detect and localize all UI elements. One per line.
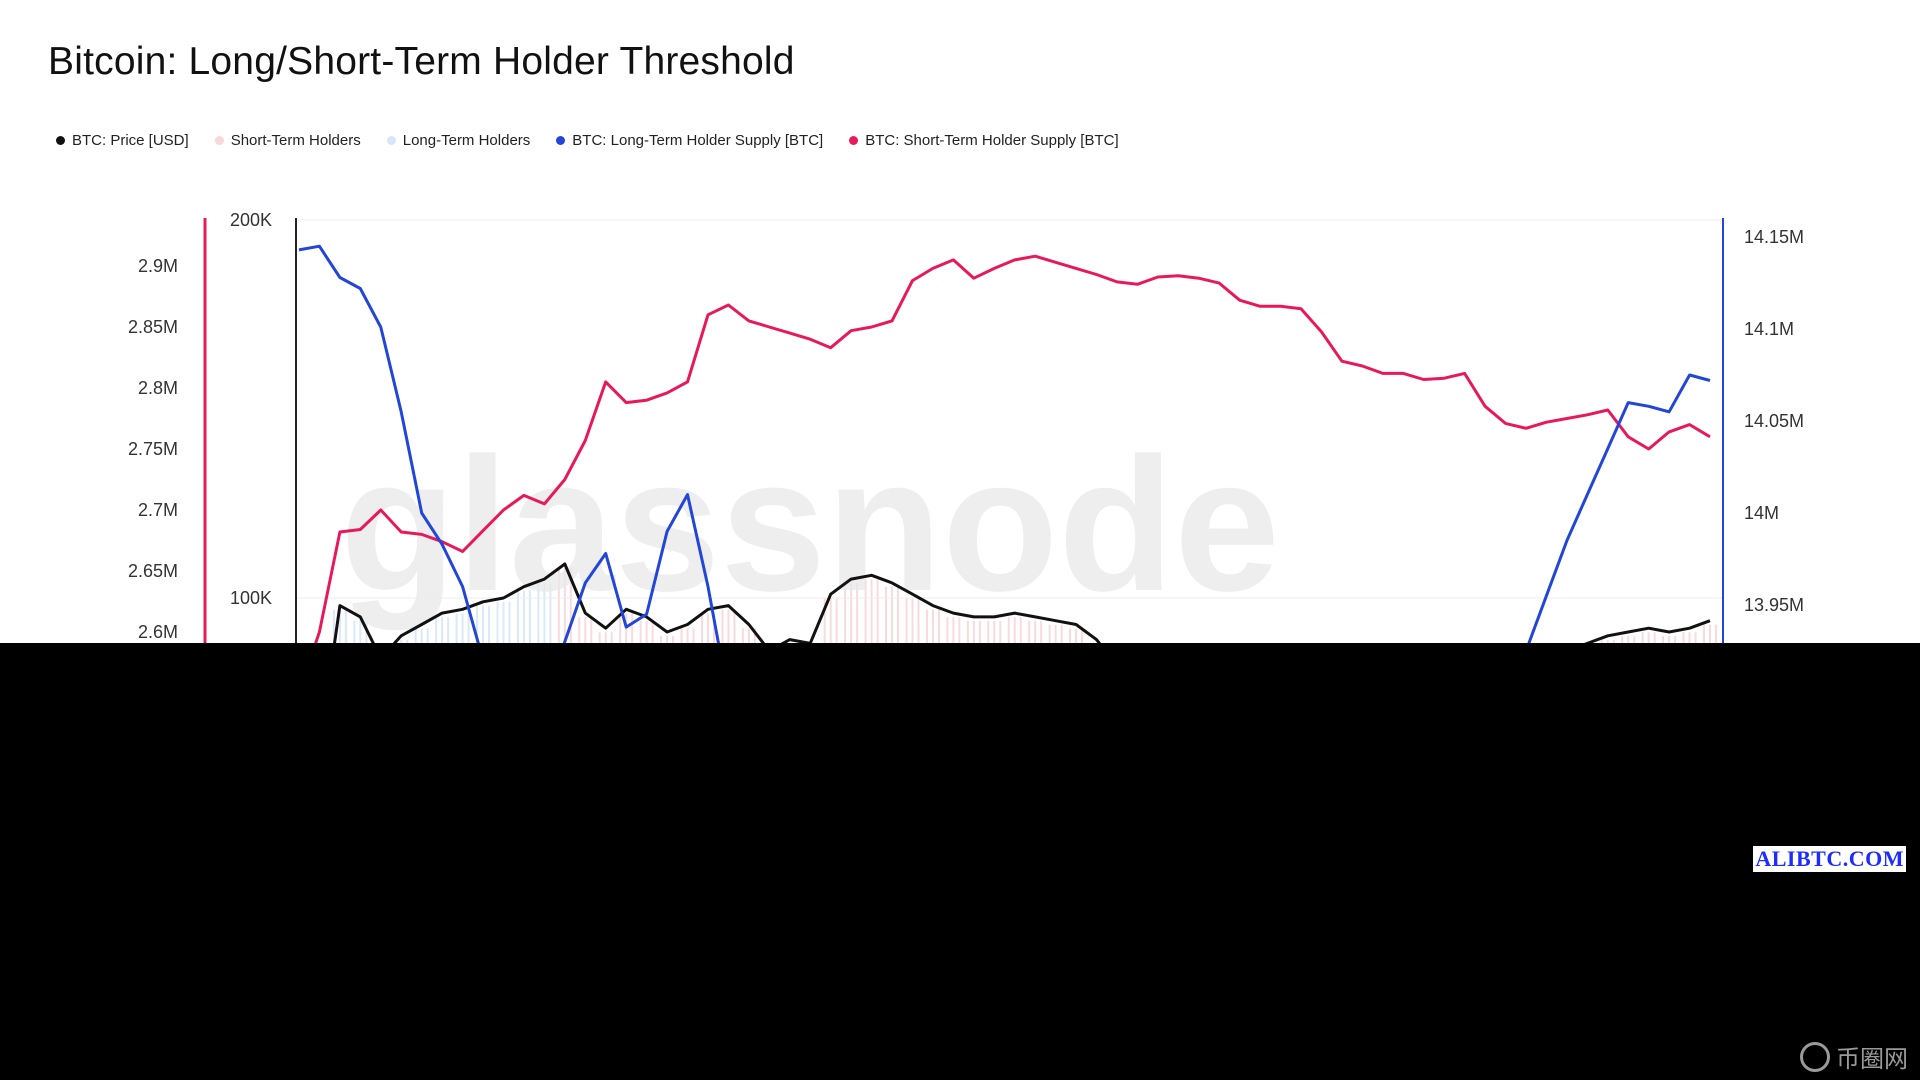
axes: 2.9M 2.85M 2.8M 2.75M 2.7M 2.65M 2.6M 200K 100K 1…: [128, 210, 1804, 643]
chart-title: Bitcoin: Long/Short-Term Holder Threshol…: [48, 40, 795, 83]
sth-supply-tick-label: 2.6M: [138, 622, 178, 642]
corner-logo-text: 币圈网: [1836, 1045, 1908, 1073]
legend-item-short-term-holders[interactable]: Short-Term Holders: [214, 132, 361, 149]
legend-dot-price: [56, 136, 65, 145]
legend-label-short-term-holders: Short-Term Holders: [230, 132, 361, 149]
sth-supply-tick-label: 2.85M: [128, 317, 178, 337]
legend-label-lth-supply: BTC: Long-Term Holder Supply [BTC]: [572, 132, 824, 149]
site-watermark: ALIBTC.COM: [1753, 846, 1906, 872]
legend-dot-long-term-holders: [386, 136, 396, 145]
sth-supply-tick-label: 2.9M: [138, 256, 178, 276]
sth-supply-tick-label: 2.75M: [128, 439, 178, 459]
legend-item-long-term-holders[interactable]: Long-Term Holders: [386, 132, 531, 149]
legend-label-sth-supply: BTC: Short-Term Holder Supply [BTC]: [865, 132, 1119, 149]
legend-dot-sth-supply: [849, 136, 859, 145]
sth-supply-tick-label: 2.65M: [128, 561, 178, 581]
grid-lines: [296, 219, 1722, 599]
lth-supply-tick-label: 13.95M: [1744, 595, 1804, 615]
legend-item-price[interactable]: BTC: Price [USD]: [56, 132, 189, 149]
corner-logo: 币圈网: [1800, 1039, 1908, 1074]
price-tick-label: 100K: [230, 588, 272, 608]
sth-supply-tick-label: 2.8M: [138, 378, 178, 398]
sth-supply-line: [297, 254, 1711, 694]
legend-dot-short-term-holders: [214, 136, 224, 145]
black-overlay-panel: [0, 643, 1920, 1080]
chart-legend: BTC: Price [USD] Short-Term Holders Long…: [56, 132, 1119, 149]
glassnode-watermark: glassnode: [340, 419, 1280, 631]
lth-supply-tick-label: 14.05M: [1744, 411, 1804, 431]
lth-supply-tick-label: 14.1M: [1744, 319, 1794, 339]
corner-logo-icon: [1800, 1041, 1830, 1072]
price-tick-label: 200K: [230, 210, 272, 230]
sth-supply-tick-label: 2.7M: [138, 500, 178, 520]
legend-label-price: BTC: Price [USD]: [72, 132, 189, 149]
legend-item-lth-supply[interactable]: BTC: Long-Term Holder Supply [BTC]: [556, 132, 823, 149]
lth-supply-tick-label: 14M: [1744, 503, 1779, 523]
legend-dot-lth-supply: [556, 136, 566, 145]
legend-item-sth-supply[interactable]: BTC: Short-Term Holder Supply [BTC]: [849, 132, 1119, 149]
lth-supply-tick-label: 14.15M: [1744, 227, 1804, 247]
legend-label-long-term-holders: Long-Term Holders: [402, 132, 531, 149]
